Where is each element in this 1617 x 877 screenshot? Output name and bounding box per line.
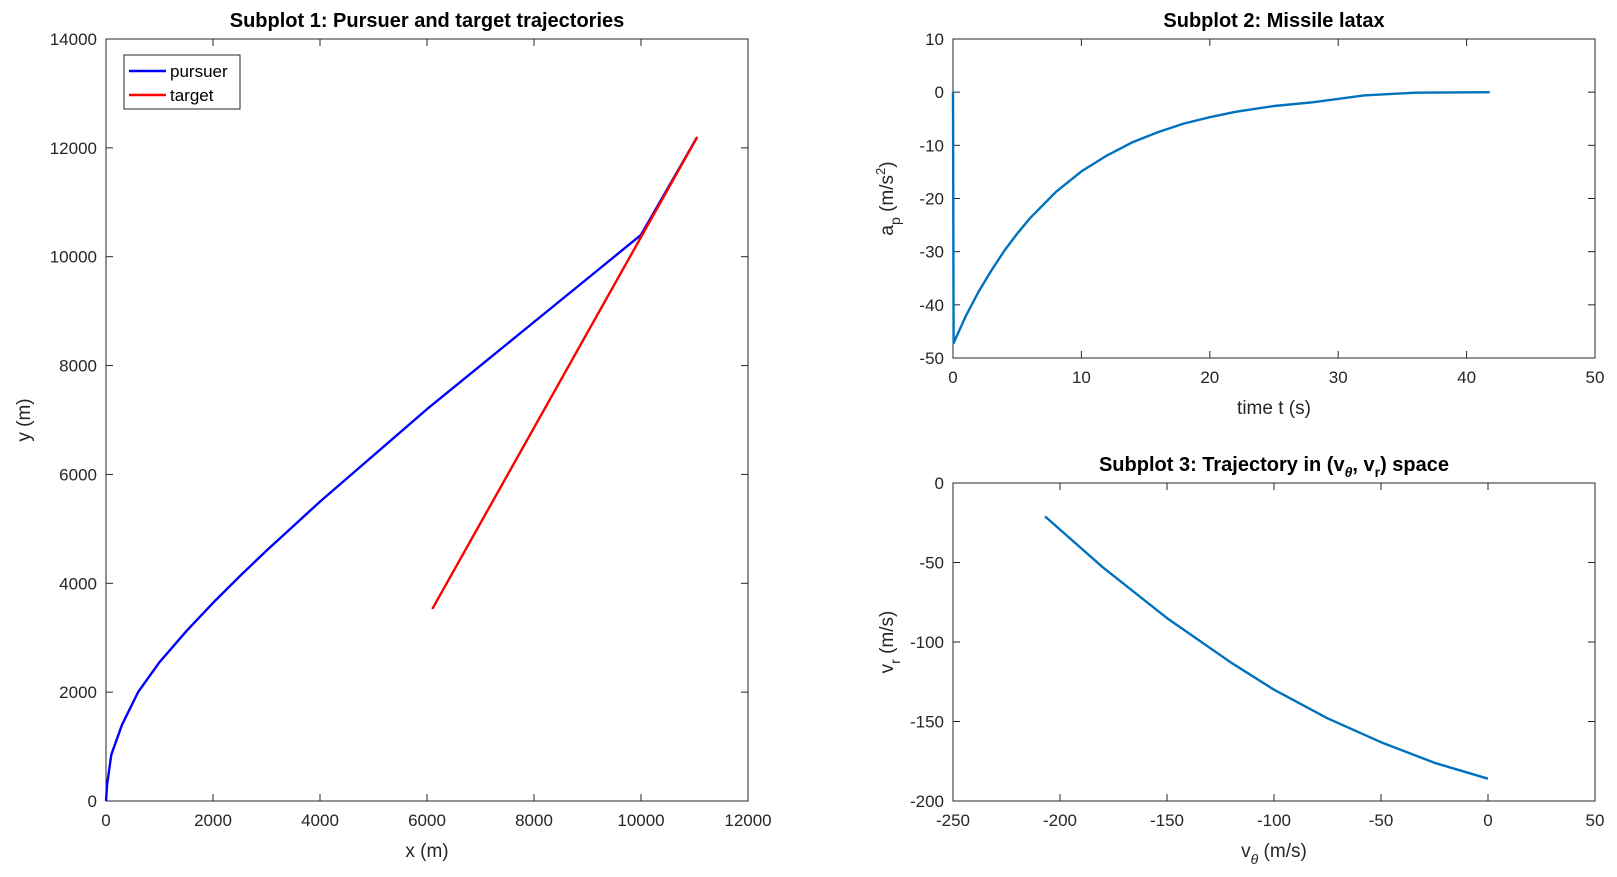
subplot-3-xtick-label: -150 — [1150, 811, 1184, 830]
subplot-2-ytick-label: -50 — [919, 349, 944, 368]
subplot-2-ytick-label: -20 — [919, 190, 944, 209]
subplot-3-ytick-label: -150 — [910, 713, 944, 732]
subplot-1-xtick-label: 0 — [101, 811, 110, 830]
subplot-2-xtick-label: 30 — [1329, 368, 1348, 387]
subplot-1-ytick-label: 2000 — [59, 683, 97, 702]
subplot-2-xtick-label: 40 — [1457, 368, 1476, 387]
subplot-3-xlabel: vθ (m/s) — [1241, 841, 1307, 867]
subplot-1-xtick-label: 12000 — [724, 811, 771, 830]
subplot-1-xtick-label: 4000 — [301, 811, 339, 830]
subplot-3-ytick-label: -100 — [910, 633, 944, 652]
subplot-1-xtick-label: 2000 — [194, 811, 232, 830]
subplot-3-ytick-label: -200 — [910, 792, 944, 811]
subplot-1-ytick-label: 10000 — [50, 248, 97, 267]
subplot-1: 0 2000 4000 6000 8000 10000 12000 0 2000 4000 6000… — [14, 10, 772, 862]
subplot-3-axes — [952, 482, 1596, 802]
subplot-2-xtick-label: 10 — [1072, 368, 1091, 387]
subplot-2-ylabel: ap (m/s2) — [873, 161, 903, 235]
subplot-1-ytick-label: 4000 — [59, 574, 97, 593]
subplot-3-xtick-label: -50 — [1369, 811, 1394, 830]
subplot-1-xlabel: x (m) — [405, 841, 448, 862]
subplot-3-xtick-label: -200 — [1043, 811, 1077, 830]
subplot-2-ytick-label: -30 — [919, 243, 944, 262]
subplot-3-xtick-label: 0 — [1483, 811, 1492, 830]
subplot-3-xtick-label: 50 — [1586, 811, 1605, 830]
subplot-1-axes — [105, 38, 749, 802]
subplot-2-xtick-label: 20 — [1200, 368, 1219, 387]
subplot-3-series-line-1 — [1044, 515, 1489, 780]
subplot-2-ytick-label: -10 — [919, 136, 944, 155]
subplot-1-xtick-label: 8000 — [515, 811, 553, 830]
subplot-3-xtick-label: -100 — [1257, 811, 1291, 830]
legend-box — [123, 54, 241, 110]
legend-label-pursuer: pursuer — [170, 62, 228, 81]
subplot-2-xlabel: time t (s) — [1237, 398, 1311, 419]
subplot-2-ytick-label: -40 — [919, 296, 944, 315]
subplot-1-ytick-label: 6000 — [59, 465, 97, 484]
subplot-1-series-pursuer — [104, 136, 699, 802]
subplot-1-xtick-label: 10000 — [617, 811, 664, 830]
subplot-2: 0 10 20 30 40 50 -50 -40 -30 -20 -10 0 10 Subplot 2: … — [873, 10, 1604, 419]
subplot-2-ytick-label: 0 — [935, 83, 944, 102]
subplot-2-title: Subplot 2: Missile latax — [1163, 10, 1384, 32]
subplot-2-xtick-label: 0 — [948, 368, 957, 387]
subplot-2-ytick-label: 10 — [925, 30, 944, 49]
legend: pursuer target — [123, 54, 241, 110]
subplot-1-ylabel: y (m) — [14, 398, 35, 441]
legend-label-target: target — [170, 86, 214, 105]
subplot-3-ytick-label: -50 — [919, 554, 944, 573]
subplot-3-xtick-label: -250 — [936, 811, 970, 830]
subplot-1-series-target — [431, 136, 699, 610]
subplot-1-xtick-label: 6000 — [408, 811, 446, 830]
subplot-1-ytick-label: 8000 — [59, 357, 97, 376]
subplot-3-title: Subplot 3: Trajectory in (vθ, vr) space — [1099, 454, 1449, 480]
subplot-3: -250 -200 -150 -100 -50 0 50-200-150-100-500Su… — [877, 454, 1604, 867]
subplot-1-ytick-label: 12000 — [50, 139, 97, 158]
subplot-2-series-line-1 — [951, 91, 1490, 345]
subplot-3-ytick-label: 0 — [935, 474, 944, 493]
subplot-3-ylabel: vr (m/s) — [877, 611, 903, 674]
subplot-1-title: Subplot 1: Pursuer and target trajectori… — [230, 10, 625, 32]
subplot-1-ytick-label: 14000 — [50, 30, 97, 49]
subplot-1-ytick-label: 0 — [88, 792, 97, 811]
subplot-2-xtick-label: 50 — [1586, 368, 1605, 387]
